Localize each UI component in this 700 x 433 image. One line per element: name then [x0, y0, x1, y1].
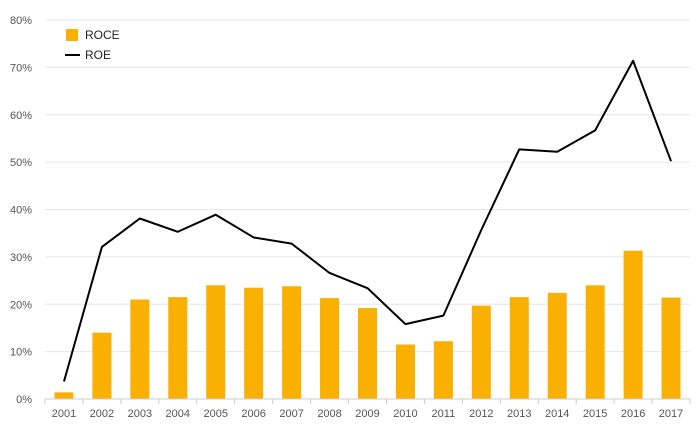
legend: ROCE ROE: [65, 28, 120, 62]
x-tick-label: 2001: [52, 408, 76, 420]
roce-bar: [92, 332, 112, 399]
y-tick-label: 50%: [10, 157, 32, 169]
y-tick-label: 60%: [10, 110, 32, 122]
x-tick-label: 2006: [241, 408, 265, 420]
roce-bar: [433, 341, 453, 399]
roce-bar: [395, 344, 415, 399]
roce-bar: [358, 308, 377, 399]
roe-line-path: [63, 59, 672, 382]
roce-bar: [54, 392, 74, 399]
roce-bar: [320, 298, 340, 399]
x-tick-label: 2015: [583, 408, 607, 420]
legend-roce-swatch: [66, 29, 78, 41]
roce-bar: [168, 297, 188, 399]
roce-bar: [623, 250, 643, 399]
roce-bar: [509, 297, 529, 399]
x-tick-label: 2007: [279, 408, 303, 420]
x-tick-label: 2016: [621, 408, 645, 420]
x-tick-label: 2013: [507, 408, 531, 420]
x-tick-label: 2014: [545, 408, 569, 420]
roce-bar: [547, 292, 567, 399]
y-tick-label: 10%: [10, 347, 32, 359]
y-tick-label: 80%: [10, 15, 32, 27]
x-tick-label: 2008: [317, 408, 341, 420]
roce-bar: [471, 305, 491, 399]
legend-roe-label: ROE: [85, 48, 111, 62]
y-tick-label: 0%: [16, 394, 32, 406]
legend-roce-label: ROCE: [85, 28, 120, 42]
roce-bars: [54, 250, 681, 399]
x-tick-label: 2003: [128, 408, 152, 420]
y-tick-label: 30%: [10, 252, 32, 264]
roce-bar: [282, 286, 302, 399]
roce-bar: [206, 285, 226, 399]
y-tick-label: 20%: [10, 299, 32, 311]
x-tick-label: 2005: [203, 408, 227, 420]
axes: 0% 10% 20% 30% 40% 50% 60% 70% 80% 2001 2002 2003 20…: [10, 15, 691, 420]
roce-bar: [661, 297, 681, 399]
x-tick-label: 2010: [393, 408, 417, 420]
roce-bar: [130, 299, 150, 399]
y-tick-label: 40%: [10, 205, 32, 217]
x-tick-label: 2012: [469, 408, 493, 420]
x-tick-label: 2004: [166, 408, 190, 420]
grid-lines: [45, 19, 690, 353]
y-tick-label: 70%: [10, 62, 32, 74]
x-tick-label: 2009: [355, 408, 379, 420]
x-tick-label: 2002: [90, 408, 114, 420]
roce-bar: [585, 285, 605, 399]
x-tick-label: 2017: [659, 408, 683, 420]
roe-line: [63, 59, 672, 382]
roce-bar: [244, 287, 264, 399]
x-tick-label: 2011: [432, 408, 456, 420]
